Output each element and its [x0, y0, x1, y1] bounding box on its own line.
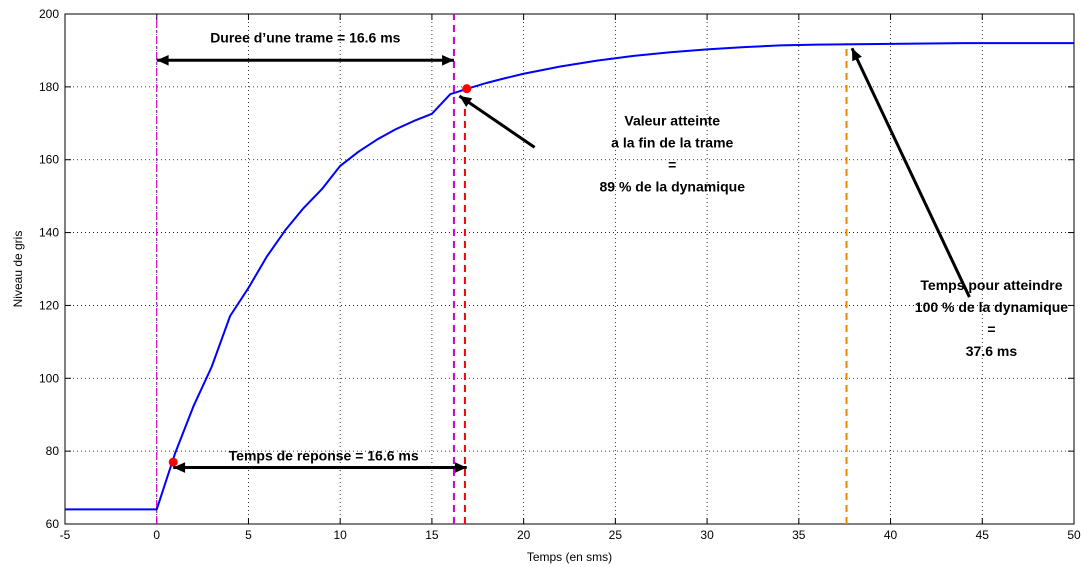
x-tick-label: 45 [976, 528, 990, 542]
annotation-text: 89 % de la dynamique [599, 179, 745, 195]
axis-ticks: -5 0 5 10 15 20 25 30 35 40 45 50 60 80 100 120 140 160 18… [39, 7, 1081, 542]
x-tick-label: 40 [884, 528, 898, 542]
arrow-group [156, 47, 971, 473]
y-tick-label: 200 [39, 7, 59, 21]
x-tick-label: 50 [1067, 528, 1081, 542]
y-tick-label: 60 [46, 517, 60, 531]
x-tick-label: -5 [60, 528, 71, 542]
reference-lines [156, 14, 848, 524]
annotation-group: Duree d’une trame = 16.6 ms Temps de repo… [210, 29, 1068, 463]
x-tick-label: 15 [425, 528, 439, 542]
arrow-head [173, 462, 186, 473]
annotation-text: = [987, 321, 995, 337]
y-tick-label: 160 [39, 153, 59, 167]
annotation-text: a la fin de la trame [611, 135, 733, 151]
annotation-text: Temps de reponse = 16.6 ms [229, 448, 419, 464]
y-tick-label: 180 [39, 80, 59, 94]
arrow-head [852, 48, 862, 62]
y-axis-label: Niveau de gris [11, 231, 25, 308]
y-tick-label: 120 [39, 298, 59, 312]
annotation-arrow [850, 47, 971, 298]
data-point [462, 84, 472, 94]
grid [65, 14, 1074, 524]
x-tick-label: 25 [609, 528, 623, 542]
y-tick-label: 80 [46, 444, 60, 458]
annotation-text: 100 % de la dynamique [915, 299, 1068, 315]
arrow-head [442, 54, 454, 66]
arrow-head [156, 54, 169, 66]
annotation-text: Valeur atteinte [624, 113, 720, 129]
x-tick-label: 10 [334, 528, 348, 542]
data-point [168, 457, 178, 467]
arrow-head [459, 95, 473, 108]
annotation-arrow [458, 94, 536, 149]
x-tick-label: 35 [792, 528, 806, 542]
x-axis-label: Temps (en sms) [527, 550, 612, 564]
x-tick-label: 5 [245, 528, 252, 542]
x-tick-label: 30 [700, 528, 714, 542]
annotation-text: = [668, 157, 676, 173]
x-tick-label: 20 [517, 528, 531, 542]
y-tick-label: 140 [39, 226, 59, 240]
marker-group [168, 84, 472, 467]
annotation-text: Temps pour atteindre [920, 277, 1062, 293]
annotation-text: 37.6 ms [966, 343, 1018, 359]
y-tick-label: 100 [39, 371, 59, 385]
annotation-text: Duree d’une trame = 16.6 ms [210, 29, 400, 45]
x-tick-label: 0 [153, 528, 160, 542]
arrow-head [454, 462, 467, 473]
plot-area [64, 13, 1075, 525]
